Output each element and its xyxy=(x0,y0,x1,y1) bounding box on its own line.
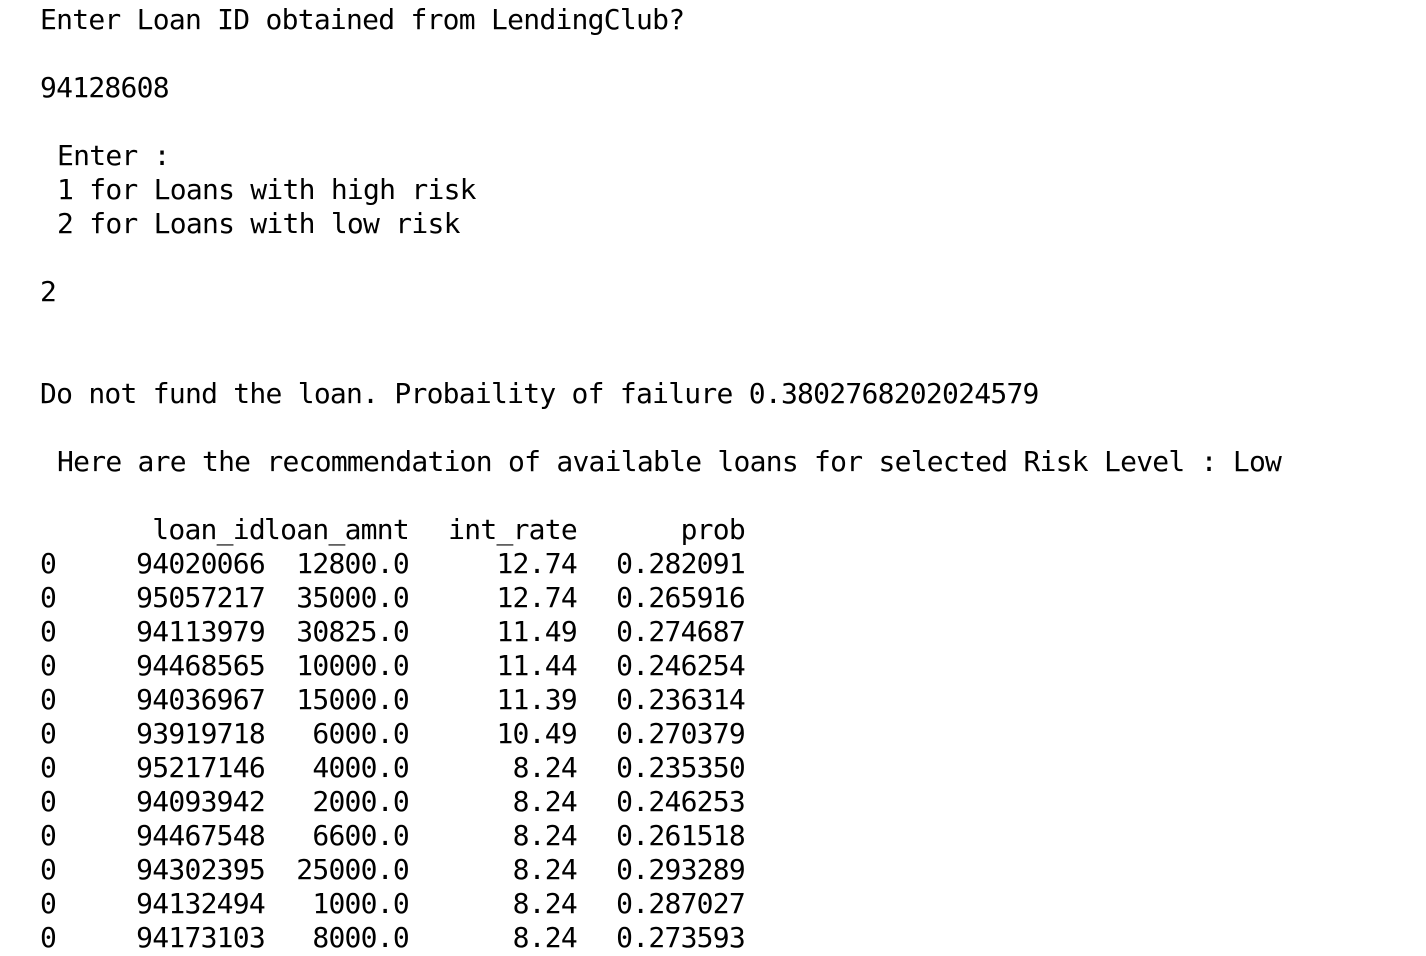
cell-int-rate: 8.24 xyxy=(512,853,578,886)
cell-loan-amnt: 12800.0 xyxy=(296,547,410,580)
row-index: 0 xyxy=(40,717,57,750)
cell-loan-id: 94468565 xyxy=(136,649,266,682)
table-row: 0 94468565 10000.0 11.44 0.246254 xyxy=(40,649,746,683)
column-header-int-rate: int_rate xyxy=(448,513,578,546)
risk-prompt-header: Enter : xyxy=(57,139,171,172)
cell-prob: 0.261518 xyxy=(616,819,746,852)
table-row: 0 95217146 4000.0 8.24 0.235350 xyxy=(40,751,746,785)
cell-loan-amnt: 4000.0 xyxy=(312,751,409,784)
recommendation-header: Here are the recommendation of available… xyxy=(57,445,1282,478)
decision-message: Do not fund the loan. Probaility of fail… xyxy=(40,377,1039,410)
row-index: 0 xyxy=(40,615,57,648)
table-row: 0 94093942 2000.0 8.24 0.246253 xyxy=(40,785,746,819)
table-row: 0 94113979 30825.0 11.49 0.274687 xyxy=(40,615,746,649)
cell-loan-amnt: 10000.0 xyxy=(296,649,410,682)
cell-prob: 0.236314 xyxy=(616,683,746,716)
cell-prob: 0.293289 xyxy=(616,853,746,886)
column-header-loan-amnt: loan_amnt xyxy=(264,513,410,546)
cell-loan-id: 94036967 xyxy=(136,683,266,716)
cell-prob: 0.273593 xyxy=(616,921,746,954)
row-index: 0 xyxy=(40,547,57,580)
cell-int-rate: 11.44 xyxy=(496,649,577,682)
cell-loan-id: 95057217 xyxy=(136,581,266,614)
cell-loan-amnt: 25000.0 xyxy=(296,853,410,886)
row-index: 0 xyxy=(40,819,57,852)
row-index: 0 xyxy=(40,751,57,784)
cell-loan-amnt: 8000.0 xyxy=(312,921,409,954)
recommendations-table: loan_id loan_amnt int_rate prob 0 9402006… xyxy=(40,513,746,955)
cell-prob: 0.287027 xyxy=(616,887,746,920)
table-row: 0 94020066 12800.0 12.74 0.282091 xyxy=(40,547,746,581)
cell-int-rate: 11.49 xyxy=(496,615,577,648)
cell-int-rate: 8.24 xyxy=(512,921,578,954)
row-index: 0 xyxy=(40,921,57,954)
table-row: 0 94467548 6600.0 8.24 0.261518 xyxy=(40,819,746,853)
table-row: 0 94036967 15000.0 11.39 0.236314 xyxy=(40,683,746,717)
cell-prob: 0.274687 xyxy=(616,615,746,648)
cell-loan-id: 94113979 xyxy=(136,615,266,648)
cell-int-rate: 12.74 xyxy=(496,581,577,614)
risk-input-value: 2 xyxy=(40,275,57,308)
row-index: 0 xyxy=(40,649,57,682)
cell-loan-amnt: 6000.0 xyxy=(312,717,409,750)
loan-id-input-value: 94128608 xyxy=(40,71,170,104)
cell-prob: 0.270379 xyxy=(616,717,746,750)
cell-prob: 0.282091 xyxy=(616,547,746,580)
cell-prob: 0.246253 xyxy=(616,785,746,818)
cell-loan-id: 94467548 xyxy=(136,819,266,852)
cell-int-rate: 11.39 xyxy=(496,683,577,716)
table-row: 0 94302395 25000.0 8.24 0.293289 xyxy=(40,853,746,887)
cell-loan-amnt: 35000.0 xyxy=(296,581,410,614)
cell-loan-id: 94093942 xyxy=(136,785,266,818)
cell-loan-id: 95217146 xyxy=(136,751,266,784)
cell-int-rate: 8.24 xyxy=(512,819,578,852)
cell-prob: 0.265916 xyxy=(616,581,746,614)
cell-loan-amnt: 6600.0 xyxy=(312,819,409,852)
cell-int-rate: 8.24 xyxy=(512,887,578,920)
column-header-prob: prob xyxy=(680,513,746,546)
row-index: 0 xyxy=(40,785,57,818)
cell-loan-id: 94132494 xyxy=(136,887,266,920)
table-row: 0 95057217 35000.0 12.74 0.265916 xyxy=(40,581,746,615)
cell-loan-amnt: 30825.0 xyxy=(296,615,410,648)
cell-loan-amnt: 15000.0 xyxy=(296,683,410,716)
cell-prob: 0.235350 xyxy=(616,751,746,784)
cell-loan-id: 94302395 xyxy=(136,853,266,886)
loan-id-prompt: Enter Loan ID obtained from LendingClub? xyxy=(40,3,685,36)
table-row: 0 94173103 8000.0 8.24 0.273593 xyxy=(40,921,746,955)
table-row: 0 94132494 1000.0 8.24 0.287027 xyxy=(40,887,746,921)
row-index: 0 xyxy=(40,581,57,614)
row-index: 0 xyxy=(40,887,57,920)
risk-option-low: 2 for Loans with low risk xyxy=(57,207,460,240)
row-index: 0 xyxy=(40,853,57,886)
row-index: 0 xyxy=(40,683,57,716)
cell-prob: 0.246254 xyxy=(616,649,746,682)
cell-loan-amnt: 1000.0 xyxy=(312,887,409,920)
cell-loan-id: 94020066 xyxy=(136,547,266,580)
risk-option-high: 1 for Loans with high risk xyxy=(57,173,477,206)
cell-int-rate: 12.74 xyxy=(496,547,577,580)
cell-loan-amnt: 2000.0 xyxy=(312,785,409,818)
cell-int-rate: 10.49 xyxy=(496,717,577,750)
table-header-row: loan_id loan_amnt int_rate prob xyxy=(40,513,746,547)
column-header-loan-id: loan_id xyxy=(152,513,266,546)
table-row: 0 93919718 6000.0 10.49 0.270379 xyxy=(40,717,746,751)
cell-loan-id: 94173103 xyxy=(136,921,266,954)
cell-int-rate: 8.24 xyxy=(512,785,578,818)
cell-loan-id: 93919718 xyxy=(136,717,266,750)
cell-int-rate: 8.24 xyxy=(512,751,578,784)
